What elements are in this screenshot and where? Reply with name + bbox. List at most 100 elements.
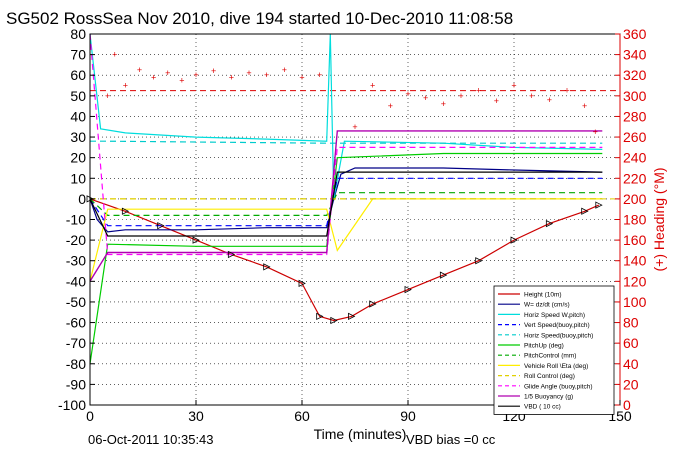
height-marker	[192, 236, 200, 244]
x-tick-label: 30	[188, 408, 204, 424]
heading-point: +	[476, 86, 481, 96]
y-tick-label: 80	[70, 26, 86, 42]
heading-point: +	[547, 95, 552, 105]
legend-box	[493, 285, 615, 415]
heading-point: +	[246, 68, 251, 78]
heading-point: +	[423, 93, 428, 103]
right-axis-label: (+) Heading (°M)	[651, 167, 667, 271]
y-right-tick-label: 120	[623, 273, 647, 289]
series-line-0	[89, 198, 600, 322]
y-right-tick-label: 60	[623, 335, 639, 351]
y-tick-label: -90	[66, 376, 86, 392]
heading-point: +	[112, 50, 117, 60]
heading-point: +	[564, 86, 569, 96]
series-line-9	[89, 33, 603, 256]
heading-point: +	[458, 91, 463, 101]
y-tick-label: -70	[66, 335, 86, 351]
legend-label: Height (10m)	[524, 292, 562, 299]
y-tick-label: 60	[70, 67, 86, 83]
height-marker	[298, 279, 306, 288]
footer-vbd-bias: VBD bias =0 cc	[406, 432, 496, 447]
height-marker	[439, 271, 448, 279]
series-line-7	[89, 198, 603, 282]
heading-point: +	[151, 72, 156, 82]
heading-point: +	[193, 70, 198, 80]
legend-label: Horiz Speed W,pitch)	[524, 312, 585, 319]
y-right-tick-label: 160	[623, 232, 647, 248]
y-right-tick-label: 340	[623, 47, 647, 63]
legend-label: Vert Speed(buoy,pitch)	[524, 322, 590, 329]
y-right-tick-label: 40	[623, 356, 639, 372]
heading-point: +	[441, 99, 446, 109]
height-marker	[475, 257, 483, 265]
height-marker	[595, 201, 603, 209]
heading-point: +	[229, 72, 234, 82]
series-line-10	[89, 130, 603, 282]
x-tick-label: 60	[294, 408, 310, 424]
y-right-tick-label: 360	[623, 26, 647, 42]
y-tick-label: 40	[70, 108, 86, 124]
height-marker	[330, 316, 338, 325]
x-tick-label: 90	[400, 408, 416, 424]
heading-point: +	[405, 89, 410, 99]
y-right-tick-label: 240	[623, 150, 647, 166]
series-line-3	[89, 177, 603, 227]
legend-label: PitchControl (mm)	[524, 353, 576, 360]
y-tick-label: -20	[66, 232, 86, 248]
heading-point: +	[370, 81, 375, 91]
heading-point: +	[123, 81, 128, 91]
heading-point: +	[105, 91, 110, 101]
heading-point: +	[317, 70, 322, 80]
series-line-11	[89, 171, 603, 237]
y-right-tick-label: 20	[623, 376, 639, 392]
x-tick-label: 0	[86, 408, 94, 424]
height-marker	[157, 222, 165, 230]
height-marker	[581, 207, 589, 215]
y-right-tick-label: 280	[623, 108, 647, 124]
y-right-tick-label: 260	[623, 129, 647, 145]
y-right-tick-label: 320	[623, 67, 647, 83]
y-right-tick-label: 0	[623, 397, 631, 413]
heading-point: +	[299, 72, 304, 82]
height-marker	[510, 236, 518, 244]
heading-point: +	[211, 66, 216, 76]
height-marker	[316, 312, 324, 321]
legend-label: Horiz Speed(buoy,pitch)	[524, 332, 593, 339]
heading-point: +	[582, 101, 587, 111]
y-tick-label: 30	[70, 129, 86, 145]
height-marker	[227, 250, 236, 259]
y-right-tick-label: 200	[623, 191, 647, 207]
height-marker	[545, 219, 554, 228]
y-right-tick-label: 100	[623, 294, 647, 310]
y-tick-label: 0	[78, 191, 86, 207]
y-tick-label: 20	[70, 150, 86, 166]
y-right-tick-label: 80	[623, 315, 639, 331]
legend-label: Glide Angle (buoy,pitch)	[524, 383, 593, 390]
heading-point: +	[593, 127, 598, 137]
height-marker	[263, 263, 271, 271]
heading-point: +	[137, 65, 142, 75]
y-tick-label: 10	[70, 170, 86, 186]
legend-label: W= dz/dt (cm/s)	[524, 302, 570, 309]
heading-point: +	[282, 65, 287, 75]
height-marker	[348, 312, 356, 321]
y-right-tick-label: 220	[623, 170, 647, 186]
y-tick-label: 70	[70, 47, 86, 63]
y-right-tick-label: 300	[623, 88, 647, 104]
heading-point: +	[165, 68, 170, 78]
y-right-tick-label: 140	[623, 253, 647, 269]
height-marker	[121, 207, 130, 215]
legend-label: VBD ( 10 cc)	[524, 404, 561, 411]
heading-point: +	[352, 122, 357, 132]
legend-label: 1/5 Buoyancy (g)	[524, 394, 573, 401]
footer-timestamp: 06-Oct-2011 10:35:43	[88, 432, 214, 447]
heading-point: +	[529, 91, 534, 101]
heading-point: +	[179, 75, 184, 85]
x-axis-label: Time (minutes)	[314, 426, 407, 442]
heading-point: +	[494, 96, 499, 106]
legend-label: Roll Control (deg)	[524, 373, 575, 380]
y-tick-label: 50	[70, 88, 86, 104]
heading-point: +	[264, 70, 269, 80]
y-tick-label: -30	[66, 253, 86, 269]
